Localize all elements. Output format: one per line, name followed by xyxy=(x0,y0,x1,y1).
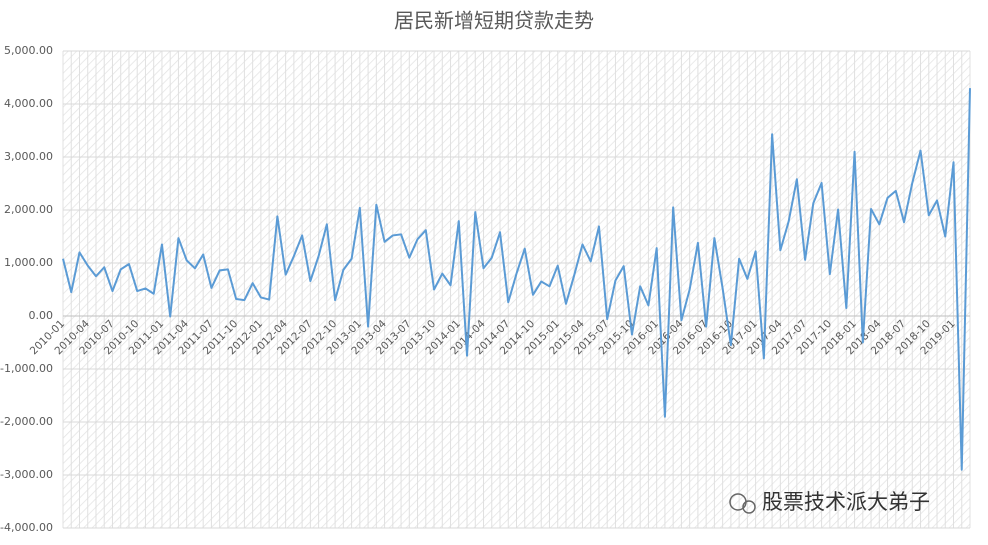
data-line xyxy=(62,88,971,471)
y-tick-label: 2,000.00 xyxy=(4,203,53,216)
y-tick-label: 4,000.00 xyxy=(4,97,53,110)
watermark: 股票技术派大弟子 xyxy=(729,490,930,514)
y-tick-label: -4,000.00 xyxy=(0,521,53,534)
y-tick-label: -2,000.00 xyxy=(0,415,53,428)
y-tick-label: 3,000.00 xyxy=(4,150,53,163)
y-tick-label: 1,000.00 xyxy=(4,256,53,269)
y-tick-label: 0.00 xyxy=(29,309,54,322)
y-tick-label: -1,000.00 xyxy=(0,362,53,375)
watermark-text: 股票技术派大弟子 xyxy=(762,490,930,514)
y-tick-label: 5,000.00 xyxy=(4,44,53,57)
chart-title: 居民新增短期贷款走势 xyxy=(394,9,594,33)
y-tick-label: -3,000.00 xyxy=(0,468,53,481)
watermark-icon xyxy=(742,500,756,514)
